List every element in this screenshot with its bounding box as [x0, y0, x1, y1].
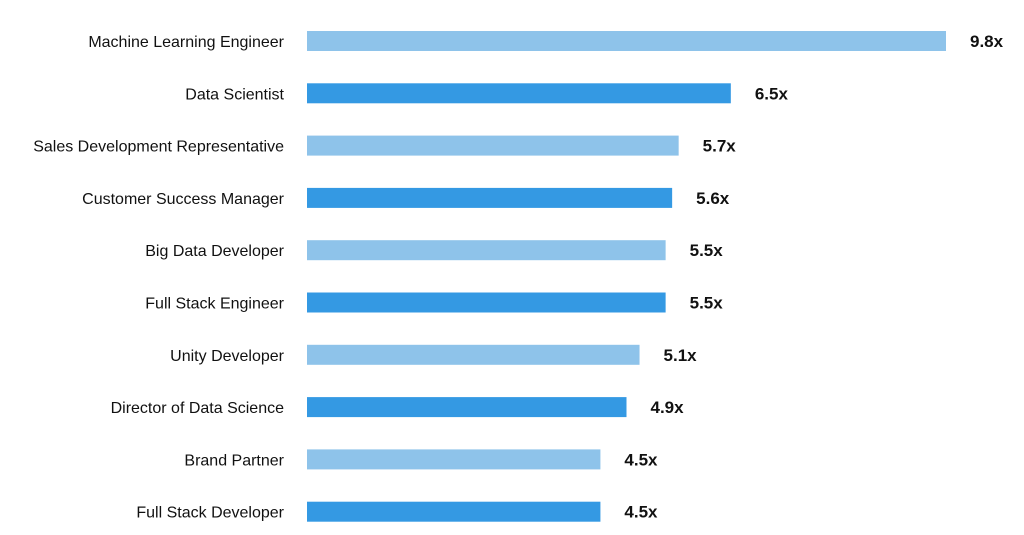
category-label: Director of Data Science: [111, 400, 285, 417]
category-label: Full Stack Engineer: [145, 296, 284, 313]
category-label: Brand Partner: [184, 452, 284, 469]
bar: [307, 449, 601, 470]
value-label: 5.5x: [690, 294, 724, 313]
category-label: Data Scientist: [185, 86, 284, 103]
bar: [307, 344, 640, 365]
bar: [307, 292, 666, 313]
category-label: Sales Development Representative: [33, 139, 284, 156]
bar: [307, 501, 601, 522]
bar: [307, 135, 679, 156]
category-label: Machine Learning Engineer: [88, 34, 284, 51]
value-label: 4.5x: [624, 503, 658, 522]
bar: [307, 31, 946, 51]
value-label: 5.1x: [664, 346, 698, 365]
value-label: 4.9x: [651, 398, 685, 417]
bar: [307, 240, 666, 261]
value-label: 9.8x: [970, 32, 1004, 51]
bar: [307, 187, 673, 208]
value-label: 5.5x: [690, 241, 724, 260]
category-label: Unity Developer: [170, 348, 285, 365]
category-label: Customer Success Manager: [82, 191, 285, 208]
bar: [307, 397, 627, 418]
category-label: Big Data Developer: [145, 243, 284, 260]
value-label: 5.7x: [703, 137, 737, 156]
bar: [307, 83, 731, 104]
category-label: Full Stack Developer: [136, 505, 284, 522]
value-label: 5.6x: [696, 189, 730, 208]
value-label: 4.5x: [624, 450, 658, 469]
value-label: 6.5x: [755, 84, 789, 103]
